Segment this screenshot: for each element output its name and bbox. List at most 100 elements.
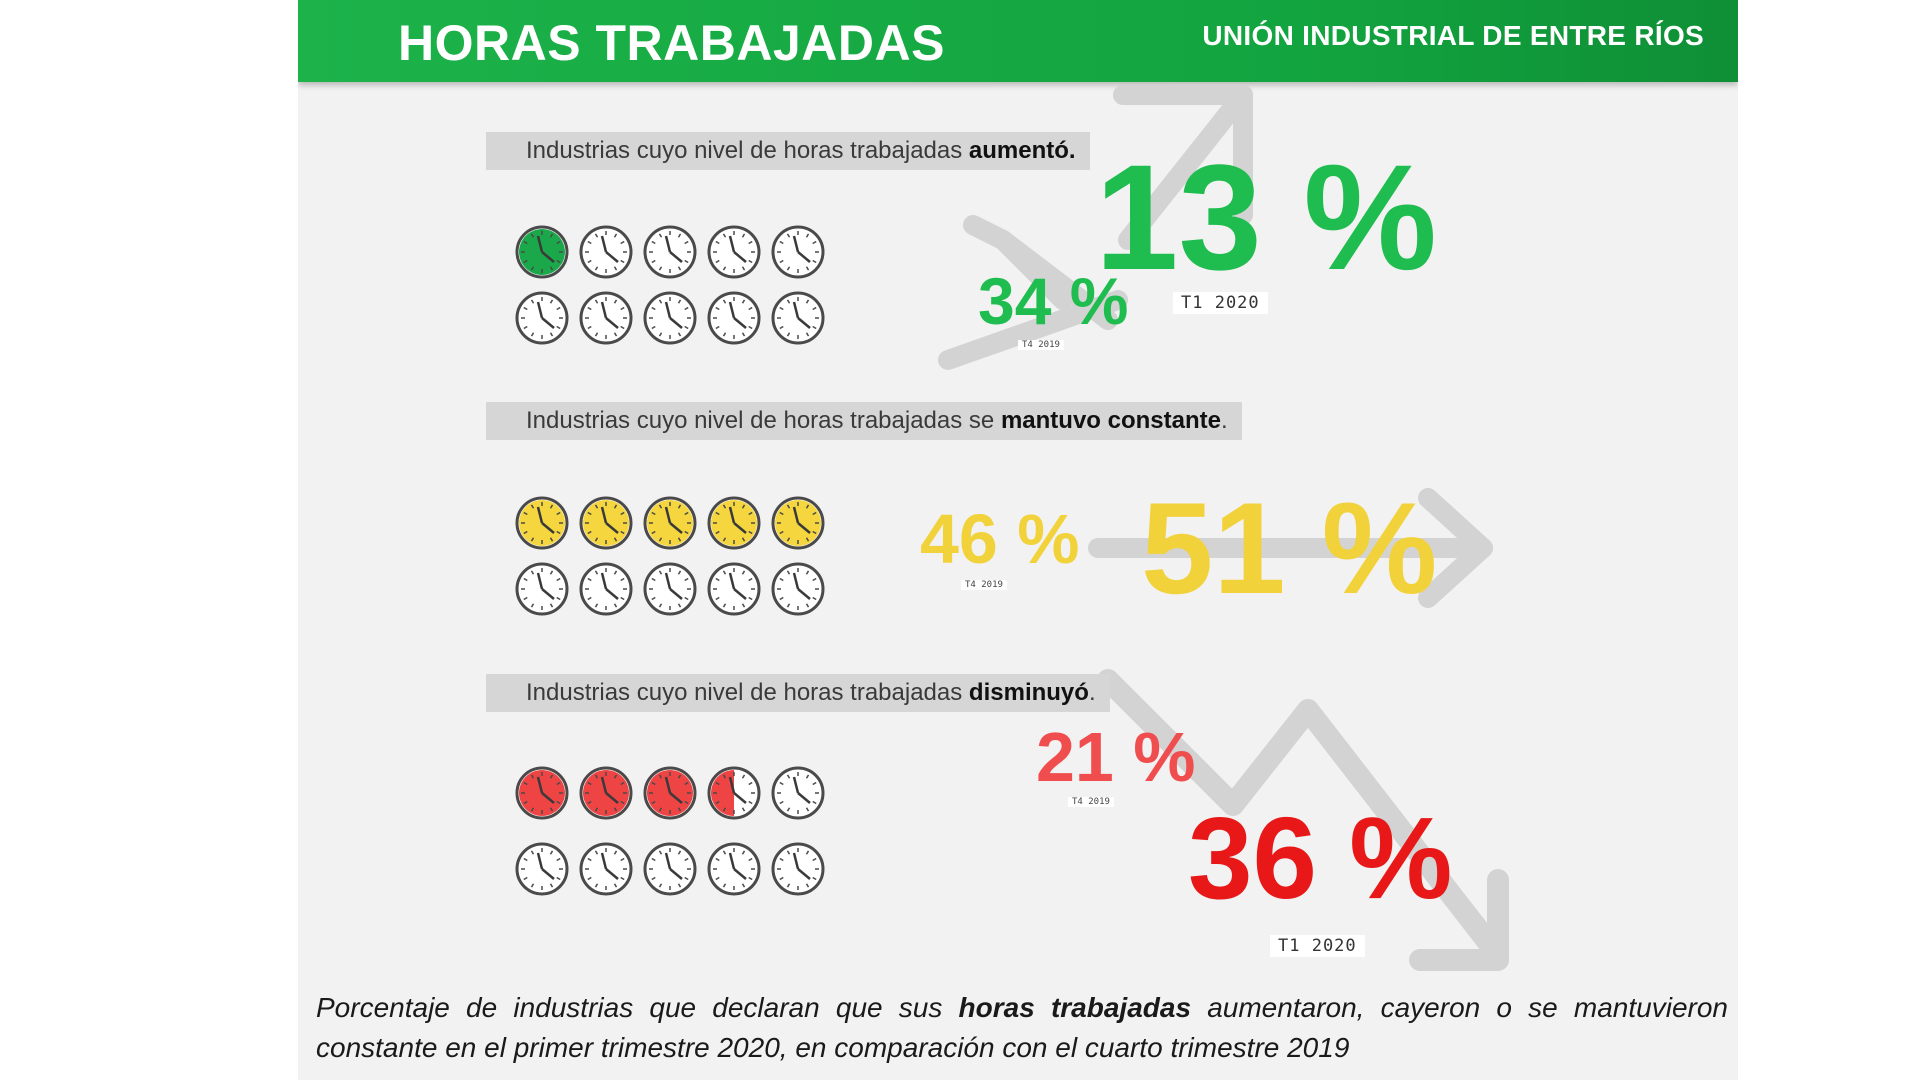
clock-tick — [620, 325, 625, 330]
clock-tick — [722, 233, 727, 238]
clock-tick — [530, 233, 535, 238]
clock-tick — [748, 259, 753, 264]
clock-tick — [786, 233, 791, 238]
clock-tick — [620, 596, 625, 601]
clock-tick — [741, 537, 746, 542]
clock-tick — [786, 807, 791, 812]
clock-tick — [587, 325, 592, 330]
clock-hand — [792, 301, 800, 319]
clock-icon — [579, 842, 633, 896]
clock-tick — [805, 774, 810, 779]
clock-tick — [677, 774, 682, 779]
clock-hand — [600, 776, 608, 794]
arrow-down-shaft — [1097, 669, 1509, 966]
clock-tick — [684, 306, 689, 311]
clock-tick — [523, 240, 528, 245]
clock-tick — [587, 306, 592, 311]
clock-hand — [669, 792, 683, 804]
clock-tick — [805, 332, 810, 337]
clock-hand — [536, 852, 544, 870]
clock-tick — [677, 570, 682, 575]
clock-tick — [748, 511, 753, 516]
clock-tick — [651, 876, 656, 881]
clock-hand — [600, 852, 608, 870]
clock-tick — [786, 266, 791, 271]
clock-icon — [643, 766, 697, 820]
clock-tick — [556, 325, 561, 330]
clock-tick — [530, 266, 535, 271]
clock-hand — [728, 572, 736, 590]
clock-tick — [741, 299, 746, 304]
cur-value-constant: 51 % — [1141, 475, 1438, 621]
clock-tick — [779, 596, 784, 601]
clock-tick — [786, 850, 791, 855]
clock-hand — [600, 506, 608, 524]
clock-tick — [722, 299, 727, 304]
clock-tick — [556, 596, 561, 601]
clock-tick — [651, 530, 656, 535]
clock-tick — [741, 807, 746, 812]
clock-icon — [515, 496, 569, 550]
clock-tick — [556, 577, 561, 582]
clock-tick — [620, 577, 625, 582]
clock-icon — [643, 291, 697, 345]
clock-tick — [805, 266, 810, 271]
clock-tick — [779, 857, 784, 862]
clock-tick — [715, 530, 720, 535]
clock-tick — [722, 850, 727, 855]
clock-tick — [741, 850, 746, 855]
clock-tick — [613, 537, 618, 542]
clock-tick — [594, 774, 599, 779]
clock-hand — [664, 776, 672, 794]
clock-icon — [643, 225, 697, 279]
clock-tick — [812, 800, 817, 805]
clock-icon — [579, 766, 633, 820]
trend-arrow-down — [1097, 669, 1509, 971]
clock-tick — [715, 325, 720, 330]
page-title: HORAS TRABAJADAS — [398, 15, 945, 71]
prev-period-decreased: T4 2019 — [1068, 797, 1114, 807]
clock-tick — [715, 596, 720, 601]
label-prefix: Industrias cuyo nivel de horas trabajada… — [526, 407, 1001, 434]
prev-period-increased: T4 2019 — [1018, 340, 1064, 350]
clock-tick — [523, 876, 528, 881]
clock-tick — [786, 883, 791, 888]
clock-icon — [771, 496, 825, 550]
clock-hand — [733, 317, 747, 329]
clock-hand — [792, 852, 800, 870]
clock-hand — [728, 301, 736, 319]
clock-tick — [805, 850, 810, 855]
arrow-down-head — [1409, 869, 1509, 971]
clock-tick — [523, 781, 528, 786]
trend-arrow-up — [938, 85, 1253, 370]
clock-tick — [549, 266, 554, 271]
clock-tick — [620, 781, 625, 786]
clock-hand — [536, 572, 544, 590]
section-label-constant: Industrias cuyo nivel de horas trabajada… — [486, 402, 1242, 440]
clock-tick — [805, 603, 810, 608]
cur-value-decreased: 36 % — [1188, 793, 1453, 923]
clock-tick — [523, 259, 528, 264]
clock-tick — [549, 537, 554, 542]
clock-icon — [771, 842, 825, 896]
clock-tick — [523, 577, 528, 582]
clock-tick — [805, 537, 810, 542]
clock-tick — [684, 596, 689, 601]
clock-tick — [715, 781, 720, 786]
clock-tick — [812, 577, 817, 582]
clock-tick — [556, 511, 561, 516]
clock-tick — [651, 781, 656, 786]
clock-tick — [658, 299, 663, 304]
cur-period-decreased: T1 2020 — [1270, 935, 1365, 957]
clock-tick — [587, 876, 592, 881]
clock-tick — [549, 299, 554, 304]
clock-hand — [792, 235, 800, 253]
clock-tick — [594, 537, 599, 542]
clock-tick — [812, 876, 817, 881]
clock-tick — [658, 266, 663, 271]
clock-hand — [541, 588, 555, 600]
clock-hand — [669, 868, 683, 880]
clock-tick — [651, 325, 656, 330]
clock-tick — [620, 857, 625, 862]
clock-tick — [677, 883, 682, 888]
